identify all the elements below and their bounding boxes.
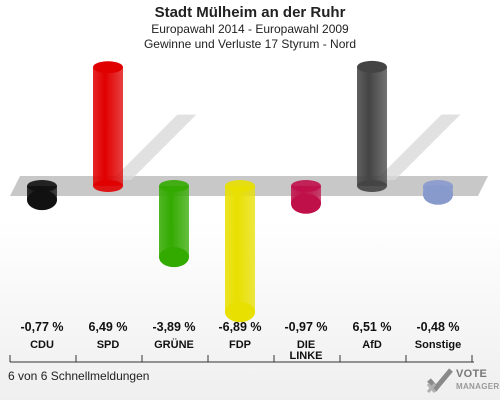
bar-cdu: [27, 180, 57, 211]
x-axis: [9, 355, 474, 363]
value-label: -3,89 %: [152, 320, 195, 334]
bar-sonstige: [423, 180, 453, 205]
bar-afd: [357, 60, 461, 192]
category-label: GRÜNE: [154, 338, 194, 351]
category-label: Sonstige: [415, 339, 461, 351]
logo-check-icon: [426, 368, 453, 393]
logo-line1: VOTE: [456, 368, 488, 380]
category-label: FDP: [229, 339, 251, 351]
value-label: -0,77 %: [20, 320, 63, 334]
category-label: SPD: [97, 339, 120, 351]
category-label: AfD: [362, 339, 382, 351]
bar-fdp: [225, 180, 255, 323]
value-label: 6,51 %: [353, 320, 392, 334]
value-label: -6,89 %: [218, 320, 261, 334]
value-label: -0,97 %: [284, 320, 327, 334]
chart-title: Stadt Mülheim an der Ruhr: [154, 4, 346, 21]
votemanager-logo: VOTE MANAGER: [426, 366, 500, 396]
value-label: 6,49 %: [89, 320, 128, 334]
category-label: LINKE: [290, 350, 323, 362]
bar-die-linke: [291, 180, 321, 214]
reports-count: 6 von 6 Schnellmeldungen: [8, 369, 150, 383]
chart-subtitle-district: Gewinne und Verluste 17 Styrum - Nord: [143, 37, 357, 51]
bar-grüne: [159, 180, 189, 268]
logo-line2: MANAGER: [456, 382, 500, 391]
value-label: -0,48 %: [416, 320, 459, 334]
category-label: DIE: [297, 339, 315, 351]
bar-spd: [93, 61, 197, 192]
category-label: CDU: [30, 339, 54, 351]
chart-subtitle-election: Europawahl 2014 - Europawahl 2009: [151, 22, 349, 36]
chart-header: Stadt Mülheim an der Ruhr Europawahl 201…: [0, 4, 500, 52]
